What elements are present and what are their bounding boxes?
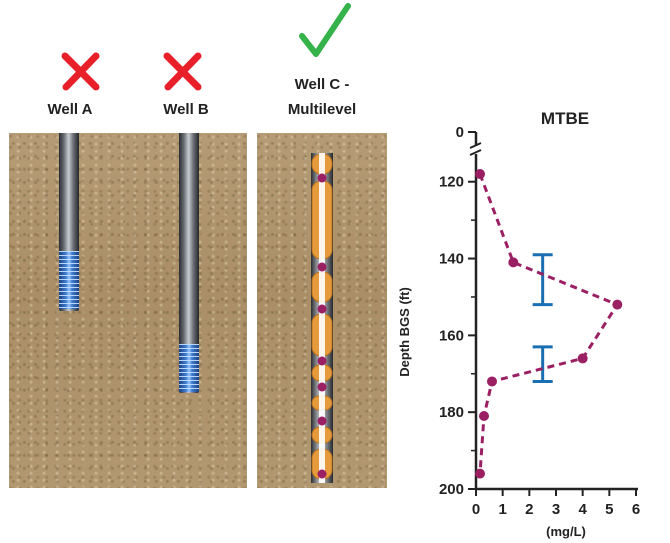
red-x-icon bbox=[61, 52, 100, 91]
well-c-label-line1: Well C - bbox=[294, 76, 350, 93]
well-c-label-line2: Multilevel bbox=[287, 101, 357, 118]
data-point bbox=[487, 376, 497, 387]
data-point bbox=[577, 353, 588, 364]
y-axis-label: Depth BGS (ft) bbox=[397, 287, 412, 377]
x-tick-label: 1 bbox=[498, 501, 506, 518]
sampling-port bbox=[317, 416, 327, 426]
green-check-icon bbox=[299, 3, 351, 57]
axis-break-mark bbox=[469, 142, 482, 156]
red-x-icon bbox=[163, 52, 202, 91]
x-axis-label: (mg/L) bbox=[546, 524, 586, 539]
y-tick-label: 120 bbox=[439, 174, 464, 191]
x-tick-label: 5 bbox=[605, 501, 613, 518]
sampling-port bbox=[317, 262, 327, 272]
well-a-panel bbox=[9, 133, 247, 488]
x-tick-label: 3 bbox=[552, 501, 560, 518]
sampling-port bbox=[317, 173, 327, 183]
y-tick-label: 160 bbox=[439, 327, 464, 344]
data-point bbox=[612, 299, 623, 310]
chart-axes: 0 120 140 160 180 200 0 1 2 3 4 5 6 bbox=[439, 124, 640, 518]
chart-title: MTBE bbox=[541, 109, 589, 128]
mtbe-depth-chart: MTBE Depth BGS (ft) (mg/L) 0120140160180… bbox=[397, 109, 640, 539]
series-group bbox=[475, 169, 623, 479]
y-tick-label: 200 bbox=[439, 481, 464, 498]
y-tick-label: 0 bbox=[456, 124, 464, 141]
y-tick-label: 180 bbox=[439, 404, 464, 421]
sampling-port bbox=[317, 382, 327, 392]
soil-background bbox=[9, 133, 247, 488]
x-tick-label: 2 bbox=[525, 501, 533, 518]
x-tick-label: 0 bbox=[472, 501, 480, 518]
sampling-port bbox=[317, 304, 327, 314]
well-b-screen bbox=[179, 344, 199, 392]
well-b-casing bbox=[179, 133, 199, 393]
sampling-port bbox=[317, 356, 327, 366]
well-a-screen bbox=[59, 251, 79, 309]
x-tick-label: 4 bbox=[578, 501, 587, 518]
data-point bbox=[475, 468, 485, 479]
data-point bbox=[475, 169, 485, 180]
x-tick-label: 6 bbox=[632, 501, 640, 518]
sampling-port bbox=[317, 469, 327, 479]
well-a-label: Well A bbox=[47, 101, 93, 118]
well-c-panel bbox=[257, 133, 387, 488]
multilevel-well bbox=[311, 153, 333, 483]
well-b-label: Well B bbox=[163, 101, 209, 118]
y-tick-label: 140 bbox=[439, 251, 464, 268]
series-line bbox=[478, 173, 620, 474]
data-point bbox=[508, 257, 519, 268]
sampling-intervals bbox=[532, 253, 553, 383]
data-point bbox=[479, 411, 489, 422]
